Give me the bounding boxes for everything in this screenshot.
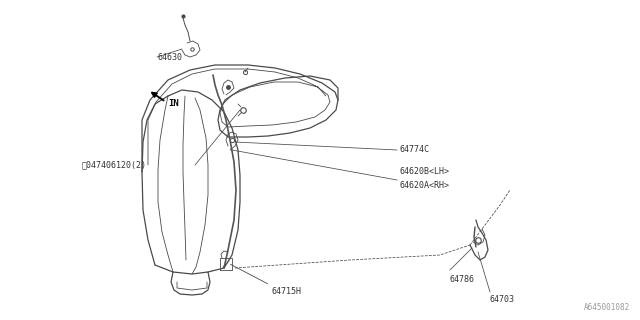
Text: 64630: 64630 [158, 52, 183, 61]
Text: IN: IN [168, 100, 179, 108]
Text: A645001082: A645001082 [584, 303, 630, 312]
Text: Ⓢ047406120(2): Ⓢ047406120(2) [82, 161, 147, 170]
Text: 64620B<LH>: 64620B<LH> [400, 167, 450, 177]
Text: 64786: 64786 [450, 275, 475, 284]
Text: 64774C: 64774C [400, 146, 430, 155]
Text: 64703: 64703 [490, 295, 515, 304]
Text: 64715H: 64715H [271, 287, 301, 296]
Text: 64620A<RH>: 64620A<RH> [400, 180, 450, 189]
